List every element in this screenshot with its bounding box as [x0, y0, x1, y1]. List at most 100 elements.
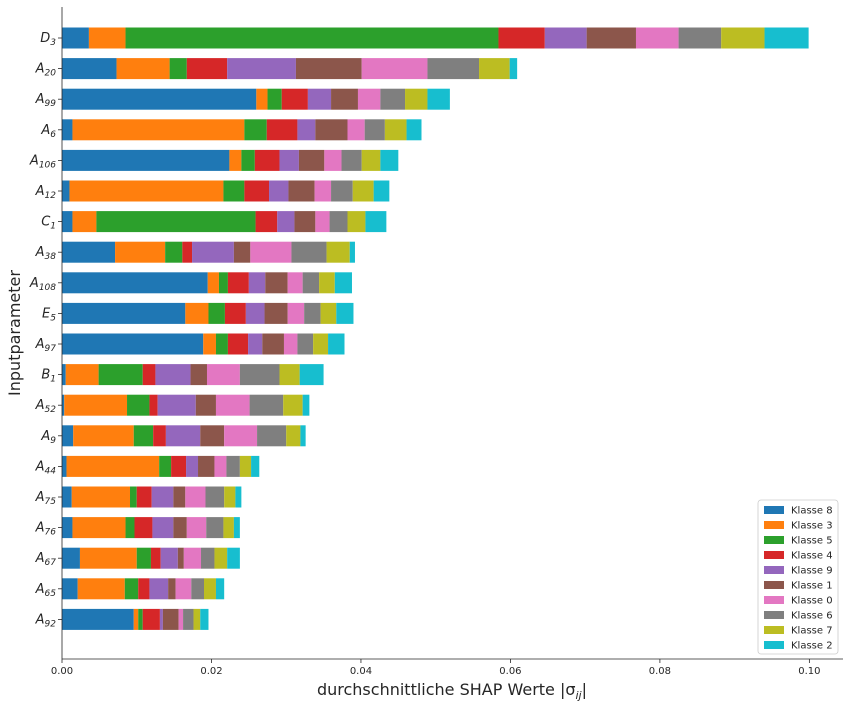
bar-segment-klasse-9-a44: [186, 455, 199, 477]
bar-segment-klasse-8-a99: [62, 88, 257, 110]
bar-segment-klasse-0-a65: [175, 578, 192, 600]
bar-segment-klasse-5-a44: [159, 455, 172, 477]
bar-segment-klasse-6-a12: [331, 180, 353, 202]
bar-segment-klasse-7-a6: [384, 119, 407, 141]
bar-segment-klasse-4-a44: [171, 455, 187, 477]
bar-segment-klasse-5-a12: [223, 180, 245, 202]
bar-segment-klasse-4-e5: [224, 302, 246, 324]
bar-segment-klasse-0-b1: [206, 364, 240, 386]
y-tick-label: A12: [35, 184, 57, 201]
bar-segment-klasse-4-b1: [142, 364, 156, 386]
legend-swatch: [764, 596, 784, 604]
bar-segment-klasse-8-e5: [62, 302, 186, 324]
bar-segment-klasse-2-b1: [299, 364, 324, 386]
bar-segment-klasse-3-e5: [185, 302, 209, 324]
bar-segment-klasse-0-a97: [283, 333, 298, 355]
bar-segment-klasse-1-a67: [177, 547, 184, 569]
bar-segment-klasse-6-a20: [427, 58, 480, 80]
bar-segment-klasse-1-e5: [264, 302, 288, 324]
bar-segment-klasse-2-a38: [349, 241, 355, 263]
bar-segment-klasse-3-a52: [64, 394, 128, 416]
legend-swatch: [764, 551, 784, 559]
legend-label: Klasse 1: [791, 581, 833, 592]
bar-segment-klasse-9-a6: [297, 119, 316, 141]
y-tick-label: A44: [35, 459, 57, 476]
bar-segment-klasse-6-c1: [329, 211, 348, 233]
bar-segment-klasse-0-a12: [314, 180, 332, 202]
bar-segment-klasse-1-a38: [233, 241, 251, 263]
bar-segment-klasse-4-a106: [254, 149, 280, 171]
bar-segment-klasse-3-a97: [203, 333, 216, 355]
bar-segment-klasse-5-c1: [96, 211, 256, 233]
bar-segment-klasse-5-a76: [125, 517, 135, 539]
legend-label: Klasse 3: [791, 521, 833, 532]
bar-segment-klasse-8-c1: [62, 211, 73, 233]
bar-segment-klasse-4-a20: [186, 58, 228, 80]
bar-segment-klasse-8-a12: [62, 180, 70, 202]
bar-segment-klasse-4-a9: [153, 425, 166, 447]
bar-segment-klasse-4-a52: [149, 394, 158, 416]
bar-segment-klasse-6-a38: [291, 241, 327, 263]
legend-swatch: [764, 566, 784, 574]
bar-segment-klasse-3-a99: [256, 88, 268, 110]
bar-segment-klasse-4-a108: [227, 272, 249, 294]
bar-segment-klasse-4-d3: [498, 27, 545, 49]
bar-segment-klasse-3-b1: [65, 364, 99, 386]
bar-segment-klasse-6-a75: [205, 486, 225, 508]
bar-segment-klasse-3-a108: [207, 272, 219, 294]
bar-segment-klasse-5-a106: [241, 149, 255, 171]
bar-segment-klasse-6-a9: [257, 425, 287, 447]
legend-label: Klasse 8: [791, 506, 833, 517]
bar-segment-klasse-3-d3: [88, 27, 126, 49]
bar-segment-klasse-2-a76: [233, 517, 240, 539]
bar-segment-klasse-7-a44: [239, 455, 252, 477]
bar-segment-klasse-8-a9: [62, 425, 74, 447]
bar-segment-klasse-6-a76: [206, 517, 224, 539]
bar-segment-klasse-8-a67: [62, 547, 80, 569]
legend-swatch: [764, 641, 784, 649]
legend-swatch: [764, 521, 784, 529]
bar-segment-klasse-0-a67: [183, 547, 202, 569]
legend-label: Klasse 6: [791, 611, 833, 622]
x-tick-label: 0.02: [200, 666, 222, 677]
bar-segment-klasse-3-a9: [73, 425, 134, 447]
bar-area: [62, 27, 809, 630]
bar-segment-klasse-6-a67: [201, 547, 215, 569]
bar-segment-klasse-7-d3: [721, 27, 765, 49]
bar-segment-klasse-1-a92: [162, 608, 179, 630]
bar-segment-klasse-7-a106: [361, 149, 381, 171]
bar-segment-klasse-7-a38: [326, 241, 350, 263]
x-axis-title: durchschnittliche SHAP Werte |σij|: [317, 680, 587, 702]
bar-segment-klasse-9-a108: [248, 272, 266, 294]
bar-segment-klasse-8-a76: [62, 517, 73, 539]
bar-segment-klasse-4-a99: [281, 88, 308, 110]
bar-segment-klasse-2-c1: [365, 211, 387, 233]
bar-segment-klasse-1-a44: [198, 455, 215, 477]
y-tick-label: A99: [35, 92, 57, 109]
bar-segment-klasse-9-a38: [192, 241, 234, 263]
bar-segment-klasse-0-a106: [324, 149, 342, 171]
bar-segment-klasse-1-a52: [195, 394, 216, 416]
legend-label: Klasse 2: [791, 641, 833, 652]
bar-segment-klasse-9-e5: [245, 302, 265, 324]
bar-segment-klasse-6-a99: [380, 88, 406, 110]
bar-segment-klasse-2-a67: [227, 547, 240, 569]
bar-segment-klasse-5-a38: [165, 241, 183, 263]
x-axis-title-end: |: [582, 680, 587, 699]
bar-segment-klasse-6-a106: [341, 149, 362, 171]
bar-segment-klasse-5-a75: [130, 486, 137, 508]
bar-segment-klasse-1-a97: [262, 333, 284, 355]
bar-segment-klasse-0-a20: [361, 58, 428, 80]
bar-segment-klasse-3-a20: [116, 58, 170, 80]
y-tick-label: A52: [35, 398, 57, 415]
bar-segment-klasse-9-a76: [152, 517, 174, 539]
bar-segment-klasse-2-a99: [427, 88, 450, 110]
bar-segment-klasse-6-b1: [239, 364, 280, 386]
bar-segment-klasse-5-b1: [98, 364, 143, 386]
bar-segment-klasse-2-e5: [336, 302, 354, 324]
legend-swatch: [764, 611, 784, 619]
bar-segment-klasse-1-a99: [331, 88, 358, 110]
y-tick-label: A106: [29, 153, 56, 170]
bar-segment-klasse-0-a92: [178, 608, 184, 630]
bar-segment-klasse-8-a65: [62, 578, 78, 600]
